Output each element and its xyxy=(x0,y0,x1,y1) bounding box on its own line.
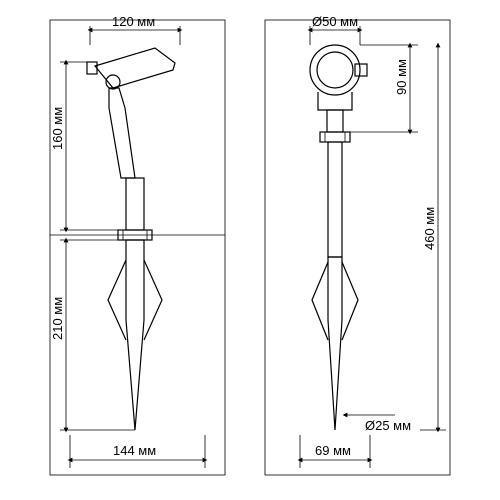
dim-lower-height: 210 мм xyxy=(50,297,65,340)
dim-upper-height-r: 90 мм xyxy=(394,59,409,95)
right-view: Ø50 мм 90 мм 460 мм Ø25 мм xyxy=(265,14,450,475)
dim-top-diameter: Ø50 мм xyxy=(312,14,358,29)
left-view: 120 мм 160 мм 210 xyxy=(50,14,225,475)
dim-base-width: 144 мм xyxy=(113,443,156,458)
dim-top-width: 120 мм xyxy=(112,14,155,29)
dim-lower-diameter: Ø25 мм xyxy=(365,418,411,433)
dim-base-width-r: 69 мм xyxy=(315,443,351,458)
dim-upper-height: 160 мм xyxy=(50,107,65,150)
dim-total-height: 460 мм xyxy=(422,207,437,250)
